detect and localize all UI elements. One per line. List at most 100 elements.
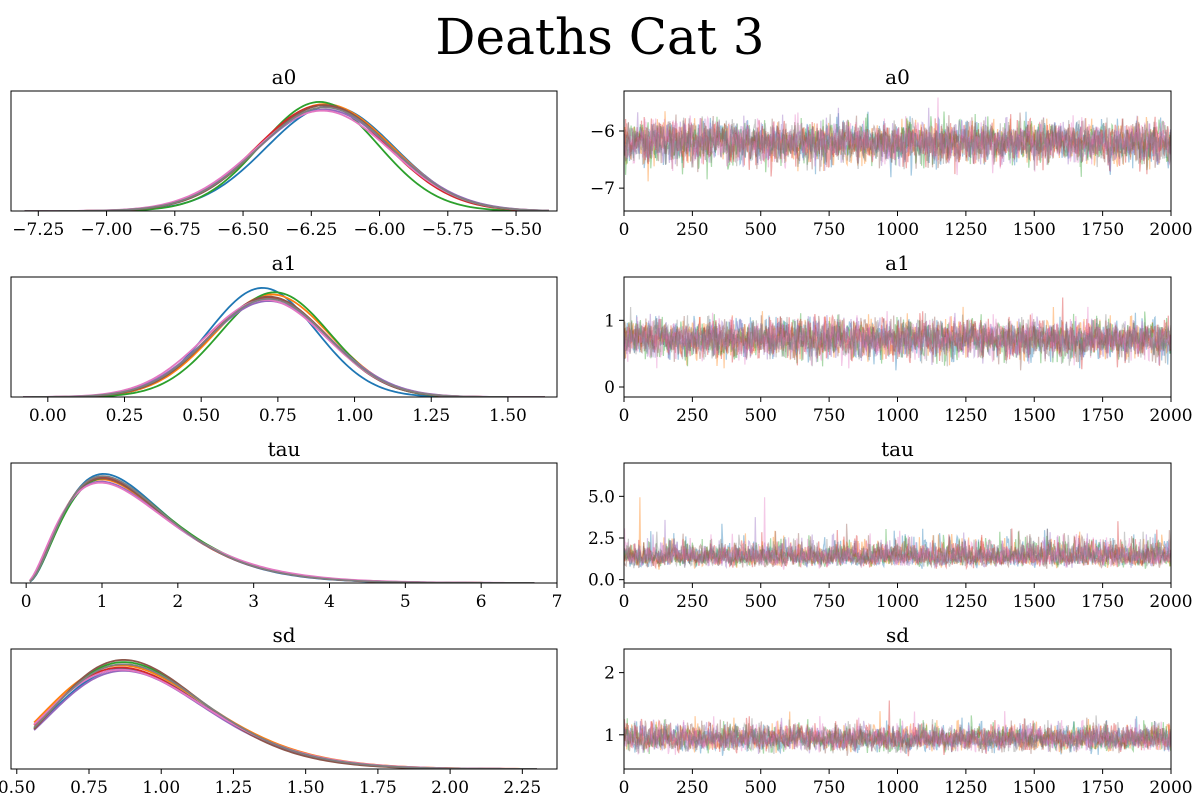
x-tick-label: 7 [552, 592, 563, 612]
trace-chain-line [624, 711, 1171, 755]
x-tick-label: 1250 [944, 778, 987, 798]
x-tick-label: 0.25 [106, 406, 144, 426]
kde-chain-line [23, 299, 545, 397]
x-tick-label: 2000 [1149, 406, 1192, 426]
kde-chain-line [29, 477, 535, 583]
x-tick-label: 750 [813, 778, 845, 798]
x-tick-label: 1.25 [215, 778, 253, 798]
x-tick-label: −6.00 [353, 220, 405, 240]
x-tick-label: −7.25 [12, 220, 64, 240]
kde-chain-line [23, 300, 545, 397]
panel-title: sd [272, 623, 295, 647]
x-tick-label: −7.00 [80, 220, 132, 240]
x-tick-label: 1.50 [287, 778, 325, 798]
trace-chain-line [624, 523, 1171, 569]
kde-chain-line [33, 659, 537, 769]
trace-chain-line [624, 521, 1171, 571]
x-tick-label: 1.50 [489, 406, 527, 426]
axes-frame [10, 90, 558, 212]
y-tick-label: 2.5 [588, 529, 615, 549]
kde-panel-a1: a1 0.00 0.25 0.50 0.75 1.00 1.25 1.50 [10, 251, 558, 426]
trace-chain-line [624, 306, 1171, 367]
x-tick-label: 1750 [1081, 406, 1124, 426]
kde-chain-line [29, 473, 535, 583]
axes-frame [10, 276, 558, 398]
trace-chain-line [624, 715, 1171, 755]
kde-chain-line [29, 476, 535, 583]
x-tick-label: 250 [676, 778, 708, 798]
x-tick-label: −6.75 [149, 220, 201, 240]
trace-chain-line [624, 497, 1171, 570]
x-tick-label: 1.00 [336, 406, 374, 426]
trace-chain-line [624, 97, 1171, 176]
y-tick-label: 1 [604, 311, 615, 331]
x-tick-label: 1500 [1013, 220, 1056, 240]
panel-title: a0 [272, 65, 297, 89]
axes-frame [623, 90, 1172, 212]
kde-chain-line [24, 106, 549, 211]
trace-chain-line [624, 315, 1171, 371]
x-tick-label: 2000 [1149, 778, 1192, 798]
kde-chain-line [29, 478, 535, 583]
x-tick-label: 250 [676, 220, 708, 240]
x-tick-label: 1500 [1013, 592, 1056, 612]
x-tick-label: −6.25 [285, 220, 337, 240]
axes-frame [10, 462, 558, 584]
kde-chain-line [23, 291, 545, 397]
kde-chain-line [24, 104, 549, 211]
x-tick-label: 1500 [1013, 406, 1056, 426]
x-tick-label: 250 [676, 406, 708, 426]
y-tick-label: −6 [590, 122, 615, 142]
y-tick-label: 1 [604, 726, 615, 746]
kde-chain-line [33, 664, 537, 769]
kde-chain-line [29, 475, 535, 583]
x-tick-label: 0.75 [70, 778, 108, 798]
axes-frame [623, 648, 1172, 770]
x-tick-label: 1000 [876, 778, 919, 798]
x-tick-label: 4 [324, 592, 335, 612]
trace-chain-line [624, 311, 1171, 367]
kde-chain-line [33, 669, 537, 769]
kde-chain-line [23, 296, 545, 397]
kde-chain-line [29, 477, 535, 583]
trace-panel-sd: sd 0 250 500 750 1000 1250 1500 1750 2000 1 2 [604, 623, 1192, 798]
x-tick-label: 2000 [1149, 592, 1192, 612]
kde-panel-tau: tau 0 1 2 3 4 5 6 7 [10, 437, 563, 612]
trace-chain-line [624, 523, 1171, 569]
axes-frame [623, 276, 1172, 398]
x-tick-label: 3 [248, 592, 259, 612]
trace-panel-a1: a1 0 250 500 750 1000 1250 1500 1750 2000 0 1 [604, 251, 1192, 426]
panel-title: a1 [885, 251, 910, 275]
trace-chain-line [624, 306, 1171, 369]
x-tick-label: 0 [619, 592, 630, 612]
trace-chain-line [624, 112, 1171, 173]
x-tick-label: 1750 [1081, 592, 1124, 612]
x-tick-label: 500 [745, 220, 777, 240]
x-tick-label: 2.25 [503, 778, 541, 798]
trace-chain-line [624, 497, 1171, 570]
x-tick-label: 0.50 [0, 778, 36, 798]
trace-chain-line [624, 528, 1171, 569]
x-tick-label: 1250 [944, 406, 987, 426]
x-tick-label: −6.50 [217, 220, 269, 240]
x-tick-label: 0 [619, 220, 630, 240]
x-tick-label: 1000 [876, 220, 919, 240]
panel-title: tau [268, 437, 301, 461]
kde-chain-line [33, 667, 537, 769]
kde-chain-line [29, 481, 535, 583]
trace-chain-line [624, 312, 1171, 371]
trace-chain-line [624, 700, 1171, 757]
trace-chain-line [624, 114, 1171, 177]
trace-chain-line [624, 111, 1171, 180]
x-tick-label: 500 [745, 592, 777, 612]
x-tick-label: 0.00 [29, 406, 67, 426]
x-tick-label: 750 [813, 592, 845, 612]
x-tick-label: 1000 [876, 592, 919, 612]
x-tick-label: 6 [476, 592, 487, 612]
trace-chain-line [624, 715, 1171, 755]
x-tick-label: 2.00 [431, 778, 469, 798]
trace-chain-line [624, 517, 1171, 570]
kde-chain-line [23, 297, 545, 397]
x-tick-label: 5 [400, 592, 411, 612]
kde-chain-line [23, 293, 545, 397]
